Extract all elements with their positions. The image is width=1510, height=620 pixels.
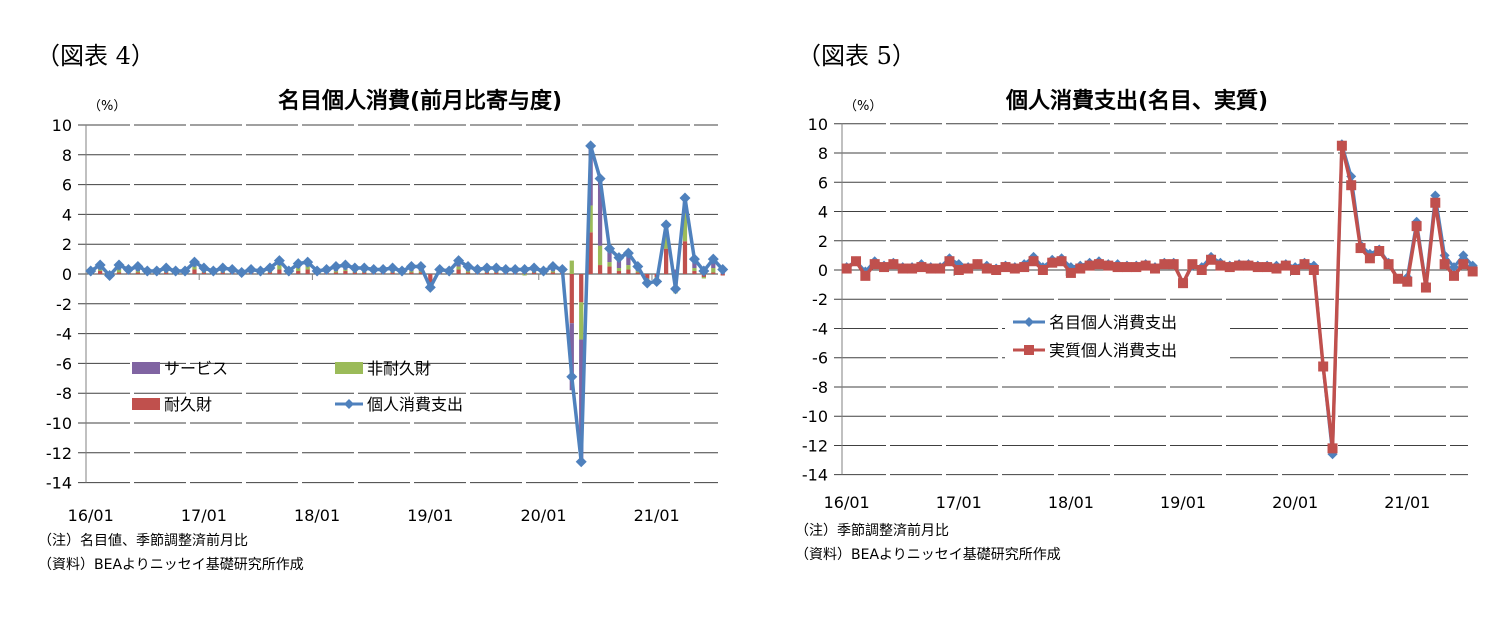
x-tick-label: 20/01: [520, 506, 566, 525]
y-tick-label: 4: [818, 203, 828, 222]
y-tick-label: -8: [812, 378, 828, 397]
y-axis-unit: （%）: [88, 99, 126, 114]
figure-5-panel: （図表 5） 個人消費支出(名目、実質) （%） 10 8 6 4 2 0 -2 -4 -6 -8 -1…: [755, 0, 1510, 620]
figure-4-note: （注）名目値、季節調整済前月比: [38, 533, 248, 549]
y-tick-label: 10: [52, 116, 72, 135]
svg-text:実質個人消費支出: 実質個人消費支出: [1049, 341, 1177, 360]
y-tick-label: -6: [812, 349, 828, 368]
y-tick-label: -12: [802, 436, 828, 455]
chart-title: 個人消費支出(名目、実質): [1005, 88, 1268, 114]
real-markers: [841, 140, 1478, 454]
nominal-pce-contribution-chart: 名目個人消費(前月比寄与度) （%） 10 8 6 4 2 0 -2 -4 -6 -8 -10 -12 -1…: [46, 88, 729, 525]
y-tick-label: -8: [56, 384, 72, 403]
figure-5-label: （図表 5）: [797, 42, 916, 70]
figure-4-source: （資料）BEAよりニッセイ基礎研究所作成: [38, 557, 304, 573]
y-tick-label: -10: [802, 407, 828, 426]
y-tick-label: 6: [62, 176, 72, 195]
real-pce-line: [845, 145, 1474, 449]
x-tick-label: 21/01: [1384, 493, 1430, 512]
figure-5-source: （資料）BEAよりニッセイ基礎研究所作成: [795, 547, 1061, 563]
y-tick-label: -4: [812, 319, 828, 338]
pce-nominal-real-chart: 個人消費支出(名目、実質) （%） 10 8 6 4 2 0 -2 -4 -6 -8 -10 -12 -14…: [802, 88, 1478, 512]
x-tick-label: 17/01: [181, 506, 227, 525]
figure-4-label: （図表 4）: [36, 42, 155, 70]
svg-text:耐久財: 耐久財: [164, 395, 212, 414]
legend-item: サービス: [132, 359, 228, 378]
figure-4-panel: （図表 4） 名目個人消費(前月比寄与度) （%） 10 8 6 4 2 0 -2 -4 -6 -8 -…: [36, 42, 729, 573]
x-tick-label: 19/01: [407, 506, 453, 525]
y-tick-label: -6: [56, 354, 72, 373]
y-tick-label: 6: [818, 173, 828, 192]
pce-markers: [85, 140, 729, 468]
legend-item: 名目個人消費支出: [1013, 313, 1177, 332]
legend-item: 実質個人消費支出: [1013, 341, 1177, 360]
legend-item: 個人消費支出: [335, 395, 463, 414]
y-tick-label: 2: [818, 232, 828, 251]
x-tick-label: 16/01: [824, 493, 870, 512]
y-tick-label: 8: [62, 146, 72, 165]
x-tick-label: 17/01: [936, 493, 982, 512]
svg-text:名目個人消費支出: 名目個人消費支出: [1049, 313, 1177, 332]
y-tick-label: -14: [46, 474, 72, 493]
y-tick-label: -10: [46, 414, 72, 433]
svg-text:個人消費支出: 個人消費支出: [367, 395, 463, 414]
y-tick-label: -2: [812, 290, 828, 309]
x-tick-label: 18/01: [1048, 493, 1094, 512]
svg-text:非耐久財: 非耐久財: [367, 359, 431, 378]
y-tick-label: -4: [56, 325, 72, 344]
y-tick-label: 8: [818, 144, 828, 163]
y-tick-label: 10: [808, 115, 828, 134]
chart-title: 名目個人消費(前月比寄与度): [278, 88, 562, 114]
figure-5-note: （注）季節調整済前月比: [795, 523, 949, 539]
y-tick-label: 2: [62, 235, 72, 254]
x-tick-label: 18/01: [294, 506, 340, 525]
x-tick-label: 19/01: [1160, 493, 1206, 512]
y-tick-label: 4: [62, 205, 72, 224]
y-tick-label: -14: [802, 466, 828, 485]
legend-item: 非耐久財: [335, 359, 431, 378]
x-tick-label: 20/01: [1272, 493, 1318, 512]
y-tick-label: -2: [56, 295, 72, 314]
y-tick-label: 0: [62, 265, 72, 284]
legend-item: 耐久財: [132, 395, 212, 414]
svg-text:サービス: サービス: [164, 359, 228, 378]
x-tick-label: 21/01: [634, 506, 680, 525]
x-tick-label: 16/01: [68, 506, 114, 525]
y-tick-label: 0: [818, 261, 828, 280]
y-tick-label: -12: [46, 444, 72, 463]
y-axis-unit: （%）: [844, 99, 882, 114]
